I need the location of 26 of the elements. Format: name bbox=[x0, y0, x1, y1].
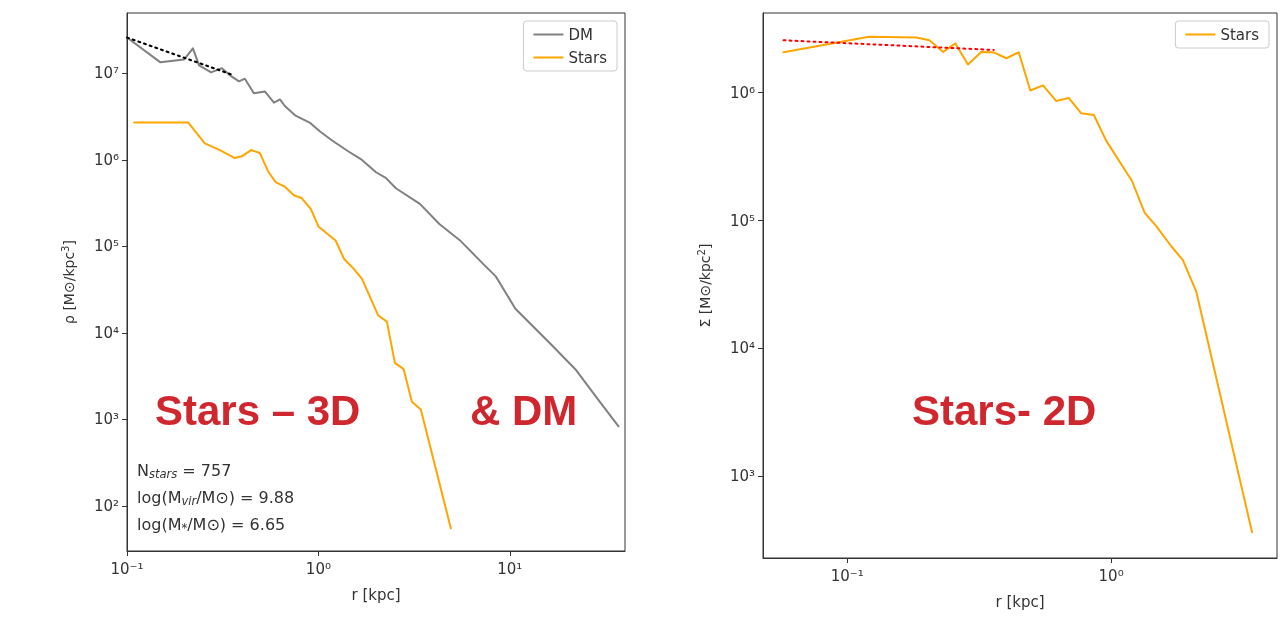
x-tick-label: 10¹ bbox=[497, 559, 523, 578]
x-tick-label: 10⁰ bbox=[305, 559, 331, 578]
y-tick-label: 10⁵ bbox=[93, 237, 119, 256]
y-tick-label: 10² bbox=[93, 496, 119, 515]
legend-label: DM bbox=[568, 25, 593, 44]
y-tick-label: 10⁶ bbox=[729, 83, 755, 102]
legend-label: Stars bbox=[568, 48, 608, 67]
x-tick-label: 10⁻¹ bbox=[830, 566, 864, 585]
annotation: Stars- 2D bbox=[912, 386, 1097, 434]
x-axis-title: r [kpc] bbox=[351, 585, 401, 604]
y-tick-label: 10⁶ bbox=[93, 150, 119, 169]
annotation: & DM bbox=[470, 386, 578, 434]
y-tick-label: 10⁴ bbox=[93, 323, 119, 342]
y-tick-label: 10³ bbox=[729, 467, 755, 486]
y-tick-label: 10⁵ bbox=[729, 211, 755, 230]
legend-label: Stars bbox=[1220, 25, 1260, 44]
y-tick-label: 10⁴ bbox=[729, 339, 755, 358]
annotation: log(M*/M⊙) = 6.65 bbox=[137, 514, 286, 535]
annotation: Stars – 3D bbox=[155, 386, 361, 434]
y-tick-label: 10⁷ bbox=[93, 64, 119, 83]
y-tick-label: 10³ bbox=[93, 410, 119, 429]
x-tick-label: 10⁻¹ bbox=[110, 559, 144, 578]
x-axis-title: r [kpc] bbox=[995, 592, 1045, 611]
x-tick-label: 10⁰ bbox=[1098, 566, 1124, 585]
y-axis-title: Σ [M⊙/kpc2] bbox=[696, 243, 713, 328]
y-axis-title: ρ [M⊙/kpc3] bbox=[60, 240, 77, 324]
